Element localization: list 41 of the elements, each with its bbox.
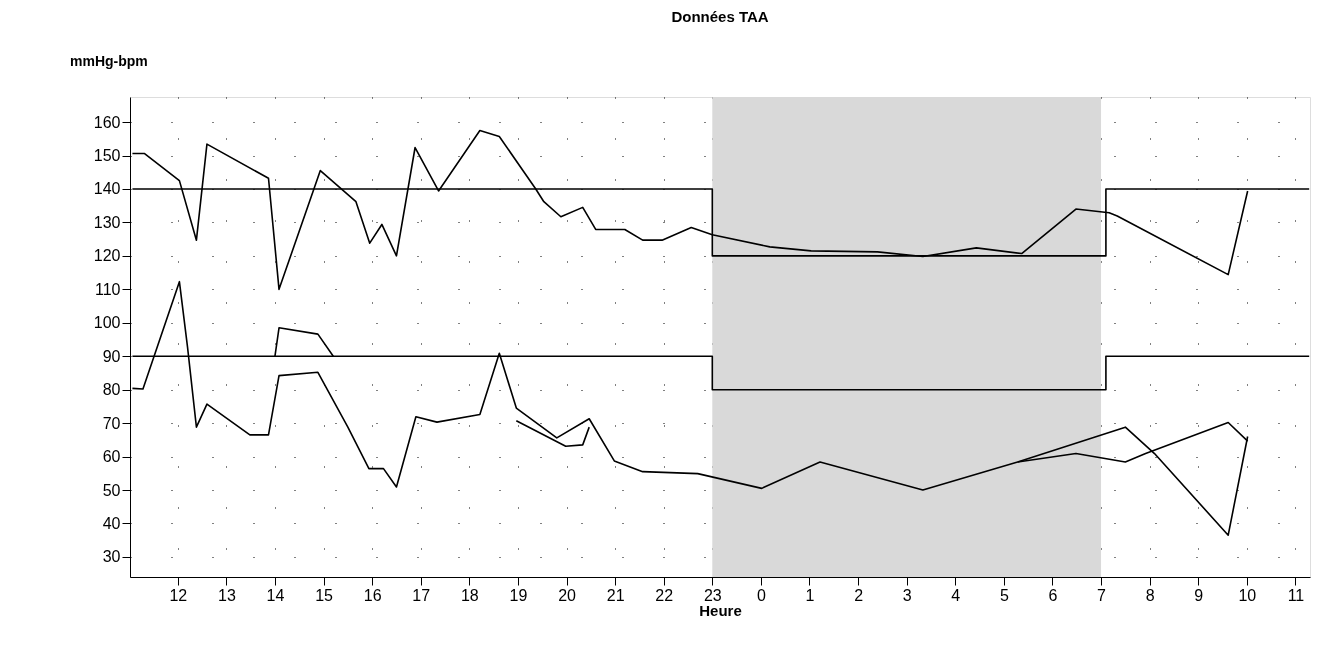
x-tick-label: 20 (558, 586, 577, 604)
x-axis-title: Heure (699, 601, 742, 619)
y-tick-label: 120 (93, 247, 121, 265)
x-tick-label: 2 (854, 586, 864, 604)
y-tick-label: 80 (102, 381, 121, 399)
x-tick-label: 18 (460, 586, 479, 604)
x-tick-label: 6 (1048, 586, 1058, 604)
y-tick-label: 100 (93, 314, 121, 332)
y-tick-label: 110 (94, 280, 121, 298)
x-tick-label: 8 (1145, 586, 1155, 604)
x-tick-label: 5 (999, 586, 1009, 604)
x-tick-label: 19 (509, 586, 528, 604)
x-tick-label: 16 (363, 586, 382, 604)
chart-title: Données TAA (671, 8, 769, 25)
y-tick-label: 160 (93, 113, 121, 131)
x-tick-label: 3 (902, 586, 912, 604)
x-tick-label: 4 (951, 586, 961, 604)
y-tick-label: 130 (93, 213, 121, 231)
x-tick-label: 9 (1194, 586, 1204, 604)
x-tick-label: 11 (1287, 586, 1305, 604)
x-tick-label: 22 (655, 586, 674, 604)
x-tick-label: 14 (266, 586, 285, 604)
y-tick-label: 60 (102, 448, 121, 466)
x-tick-label: 15 (315, 586, 334, 604)
y-tick-label: 40 (102, 514, 121, 532)
x-tick-label: 23 (703, 586, 722, 604)
y-tick-label: 70 (102, 414, 121, 432)
y-tick-label: 30 (102, 548, 121, 566)
x-tick-label: 7 (1097, 586, 1107, 604)
y-tick-label: 150 (93, 147, 121, 165)
x-tick-label: 13 (217, 586, 236, 604)
y-axis-title: mmHg-bpm (70, 53, 148, 69)
x-tick-label: 10 (1238, 586, 1257, 604)
x-tick-label: 1 (805, 586, 815, 604)
y-tick-label: 90 (102, 347, 121, 365)
x-tick-label: 0 (756, 586, 766, 604)
y-tick-label: 50 (102, 481, 121, 499)
x-tick-label: 17 (412, 586, 431, 604)
x-tick-label: 12 (169, 586, 188, 604)
y-tick-label: 140 (93, 180, 121, 198)
x-tick-label: 21 (606, 586, 625, 604)
